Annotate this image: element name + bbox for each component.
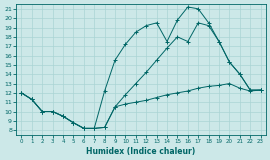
X-axis label: Humidex (Indice chaleur): Humidex (Indice chaleur): [86, 147, 196, 156]
